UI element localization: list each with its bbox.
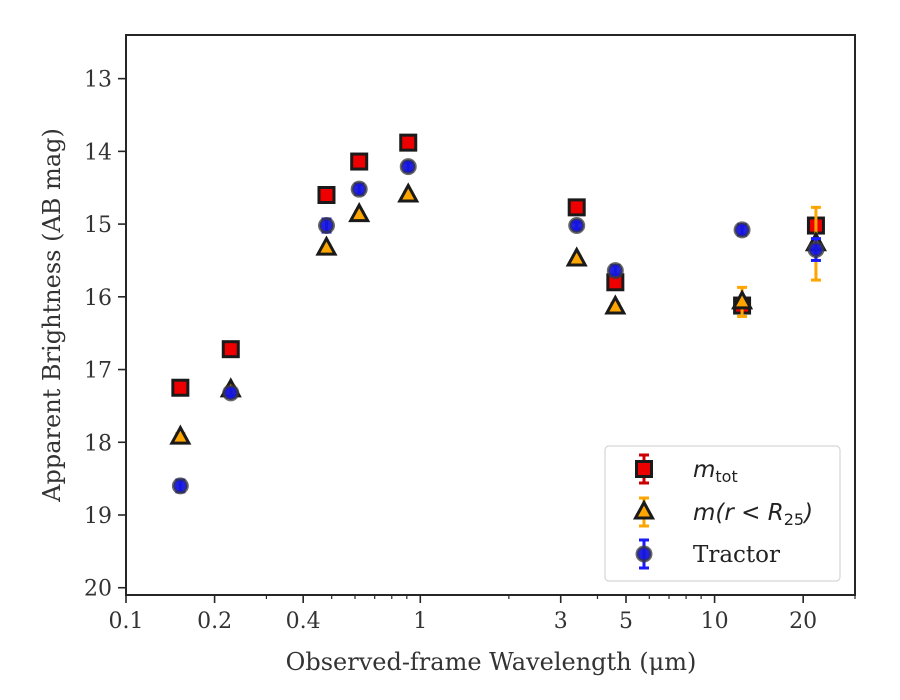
legend-label-subscript: 25	[784, 510, 804, 529]
legend-marker-circle	[635, 545, 653, 563]
data-point-triangle	[315, 235, 338, 256]
data-point-triangle	[169, 424, 192, 445]
legend-label: mtot	[693, 457, 738, 486]
series-triangle	[169, 182, 827, 445]
legend-label: m(r < R25)	[693, 500, 813, 529]
series-circle	[171, 158, 825, 495]
y-tick-label: 20	[84, 577, 112, 602]
data-point-square	[399, 133, 418, 152]
legend-marker-square	[635, 460, 653, 478]
data-point-circle	[606, 262, 624, 280]
legend-entry-triangle: m(r < R25)	[632, 496, 813, 529]
axes-frame	[125, 34, 856, 596]
data-point-circle	[399, 158, 417, 176]
legend-label-end: )	[802, 500, 813, 526]
y-tick-label: 18	[84, 431, 112, 456]
legend-label-main: m	[693, 457, 715, 483]
y-tick-label: 16	[84, 286, 112, 311]
data-point-triangle	[604, 294, 627, 315]
y-tick-label: 14	[84, 140, 112, 165]
legend-label-subscript: tot	[715, 467, 737, 486]
data-point-square	[350, 152, 369, 171]
data-point-square	[567, 198, 586, 217]
y-axis-label: Apparent Brightness (AB mag)	[38, 128, 66, 503]
x-tick-label: 3	[554, 609, 568, 634]
series-square	[171, 133, 825, 397]
data-point-circle	[171, 477, 189, 495]
data-point-circle	[317, 217, 335, 235]
legend-box	[604, 445, 841, 582]
data-point-square	[317, 186, 336, 204]
data-point-circle	[350, 180, 368, 198]
x-tick-label: 5	[619, 609, 633, 634]
x-tick-label: 1	[413, 609, 427, 634]
y-tick-label: 13	[84, 68, 112, 93]
x-tick-label: 0.2	[197, 609, 232, 634]
data-point-triangle	[731, 289, 754, 310]
x-tick-label: 0.1	[109, 609, 144, 634]
data-point-square	[171, 378, 190, 397]
x-tick-label: 20	[789, 609, 817, 634]
legend-label: Tractor	[693, 542, 780, 568]
data-point-circle	[733, 221, 751, 239]
legend-label-main: m(r < R	[693, 500, 784, 526]
data-point-triangle	[397, 182, 420, 203]
x-axis-label: Observed-frame Wavelength (μm)	[286, 648, 697, 676]
legend-marker-triangle	[632, 499, 656, 520]
data-point-circle	[807, 241, 825, 259]
data-point-triangle	[565, 246, 588, 267]
data-point-square	[221, 340, 240, 359]
y-tick-label: 19	[84, 504, 112, 529]
data-point-triangle	[348, 202, 371, 223]
x-tick-label: 0.4	[286, 609, 321, 634]
y-tick-label: 15	[84, 213, 112, 238]
y-tick-label: 17	[84, 359, 112, 384]
legend-entry-square: mtot	[635, 453, 738, 486]
data-point-circle	[222, 384, 240, 402]
x-tick-label: 10	[701, 609, 729, 634]
legend-entry-circle: Tractor	[635, 538, 780, 570]
legend: mtot m(r < R25) Tractor	[604, 445, 841, 582]
plot-area	[169, 133, 827, 495]
data-point-circle	[568, 217, 586, 235]
